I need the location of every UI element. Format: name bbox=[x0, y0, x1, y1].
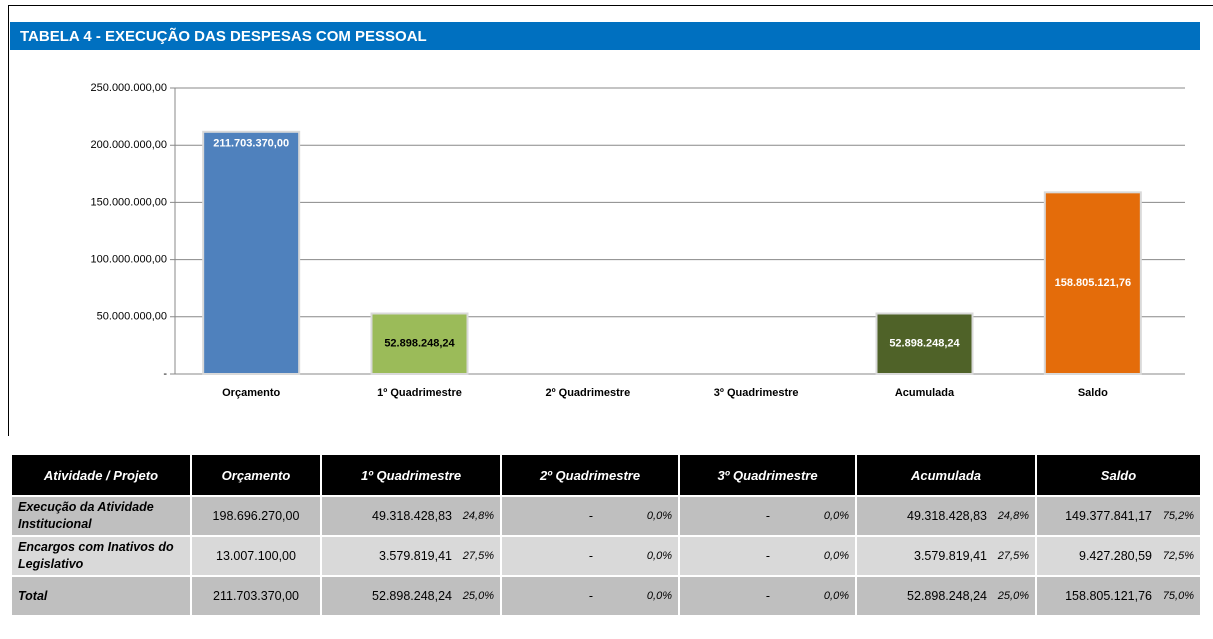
header-cell: Saldo bbox=[1037, 455, 1200, 495]
cell-box: 52.898.248,24 25,0% bbox=[322, 577, 500, 615]
cell-value: - bbox=[765, 589, 770, 603]
cell-value: 149.377.841,17 bbox=[1065, 509, 1152, 523]
cell-percent: 27,5% bbox=[462, 550, 494, 562]
cell-box: - 0,0% bbox=[680, 577, 855, 615]
value-label: 158.805.121,76 bbox=[1055, 277, 1131, 289]
header-cell: Orçamento bbox=[192, 455, 320, 495]
cell-percent: 27,5% bbox=[997, 550, 1029, 562]
cell-percent: 24,8% bbox=[462, 510, 494, 522]
x-tick-label: Orçamento bbox=[222, 387, 280, 399]
cell-value: - bbox=[765, 549, 770, 563]
x-tick-label: 2º Quadrimestre bbox=[545, 387, 630, 399]
header-cell: 1º Quadrimestre bbox=[322, 455, 500, 495]
cell-percent: 75,0% bbox=[1162, 590, 1194, 602]
header-cell: 3º Quadrimestre bbox=[680, 455, 855, 495]
bar bbox=[202, 130, 301, 375]
cell-value: - bbox=[588, 549, 593, 563]
bar bbox=[1043, 191, 1142, 375]
bar bbox=[875, 312, 974, 375]
row-label: Encargos com Inativos do Legislativo bbox=[12, 537, 190, 575]
cell-box: - 0,0% bbox=[502, 577, 678, 615]
chart-title: TABELA 4 - EXECUÇÃO DAS DESPESAS COM PES… bbox=[20, 28, 427, 45]
cell-value: 158.805.121,76 bbox=[1065, 589, 1152, 603]
y-tick-label: 50.000.000,00 bbox=[97, 311, 167, 323]
cell-box: 52.898.248,24 25,0% bbox=[857, 577, 1035, 615]
cell-value: 3.579.819,41 bbox=[914, 549, 987, 563]
x-tick-label: 3º Quadrimestre bbox=[714, 387, 799, 399]
cell-percent: 25,0% bbox=[462, 590, 494, 602]
cell: 13.007.100,00 bbox=[192, 537, 320, 575]
cell-box: - 0,0% bbox=[502, 497, 678, 535]
cell-value: - bbox=[765, 509, 770, 523]
cell-box: 158.805.121,76 75,0% bbox=[1037, 577, 1200, 615]
bar bbox=[370, 312, 469, 375]
cell-percent: 0,0% bbox=[823, 510, 849, 522]
row-label: Execução da Atividade Institucional bbox=[12, 497, 190, 535]
cell-value: 52.898.248,24 bbox=[372, 589, 452, 603]
cell-box: 49.318.428,83 24,8% bbox=[322, 497, 500, 535]
value-label: 52.898.248,24 bbox=[889, 338, 960, 350]
cell-value: 9.427.280,59 bbox=[1079, 549, 1152, 563]
y-tick-label: 100.000.000,00 bbox=[91, 254, 167, 266]
row-label: Total bbox=[12, 577, 190, 615]
cell-box: - 0,0% bbox=[680, 497, 855, 535]
header-cell: Atividade / Projeto bbox=[12, 455, 190, 495]
cell: 198.696.270,00 bbox=[192, 497, 320, 535]
cell-value: - bbox=[588, 509, 593, 523]
cell-percent: 0,0% bbox=[646, 590, 672, 602]
cell-value: 52.898.248,24 bbox=[907, 589, 987, 603]
cell-box: 49.318.428,83 24,8% bbox=[857, 497, 1035, 535]
cell-percent: 25,0% bbox=[997, 590, 1029, 602]
frame bbox=[8, 5, 1213, 436]
cell-percent: 0,0% bbox=[646, 510, 672, 522]
cell-percent: 75,2% bbox=[1162, 510, 1194, 522]
cell-box: 3.579.819,41 27,5% bbox=[857, 537, 1035, 575]
header-cell: Acumulada bbox=[857, 455, 1035, 495]
x-tick-label: Saldo bbox=[1078, 387, 1108, 399]
cell-box: - 0,0% bbox=[502, 537, 678, 575]
cell-value: 49.318.428,83 bbox=[907, 509, 987, 523]
cell-value: - bbox=[588, 589, 593, 603]
value-label: 211.703.370,00 bbox=[213, 138, 289, 150]
x-tick-label: Acumulada bbox=[895, 387, 955, 399]
cell-percent: 72,5% bbox=[1162, 550, 1194, 562]
cell: 211.703.370,00 bbox=[192, 577, 320, 615]
cell-box: 149.377.841,17 75,2% bbox=[1037, 497, 1200, 535]
cell-percent: 24,8% bbox=[997, 510, 1029, 522]
cell-percent: 0,0% bbox=[823, 590, 849, 602]
cell-box: - 0,0% bbox=[680, 537, 855, 575]
cell-box: 9.427.280,59 72,5% bbox=[1037, 537, 1200, 575]
y-tick-label: - bbox=[163, 368, 167, 380]
cell-box: 3.579.819,41 27,5% bbox=[322, 537, 500, 575]
cell-percent: 0,0% bbox=[646, 550, 672, 562]
title-bar: TABELA 4 - EXECUÇÃO DAS DESPESAS COM PES… bbox=[10, 22, 1200, 50]
y-tick-label: 150.000.000,00 bbox=[91, 196, 167, 208]
cell-percent: 0,0% bbox=[823, 550, 849, 562]
y-tick-label: 200.000.000,00 bbox=[91, 139, 167, 151]
x-tick-label: 1º Quadrimestre bbox=[377, 387, 462, 399]
cell-value: 49.318.428,83 bbox=[372, 509, 452, 523]
value-label: 52.898.248,24 bbox=[384, 338, 455, 350]
y-tick-label: 250.000.000,00 bbox=[91, 82, 167, 94]
cell-value: 3.579.819,41 bbox=[379, 549, 452, 563]
chart: - 50.000.000,00 100.000.000,00 150.000.000,… bbox=[91, 82, 1185, 399]
header-cell: 2º Quadrimestre bbox=[502, 455, 678, 495]
